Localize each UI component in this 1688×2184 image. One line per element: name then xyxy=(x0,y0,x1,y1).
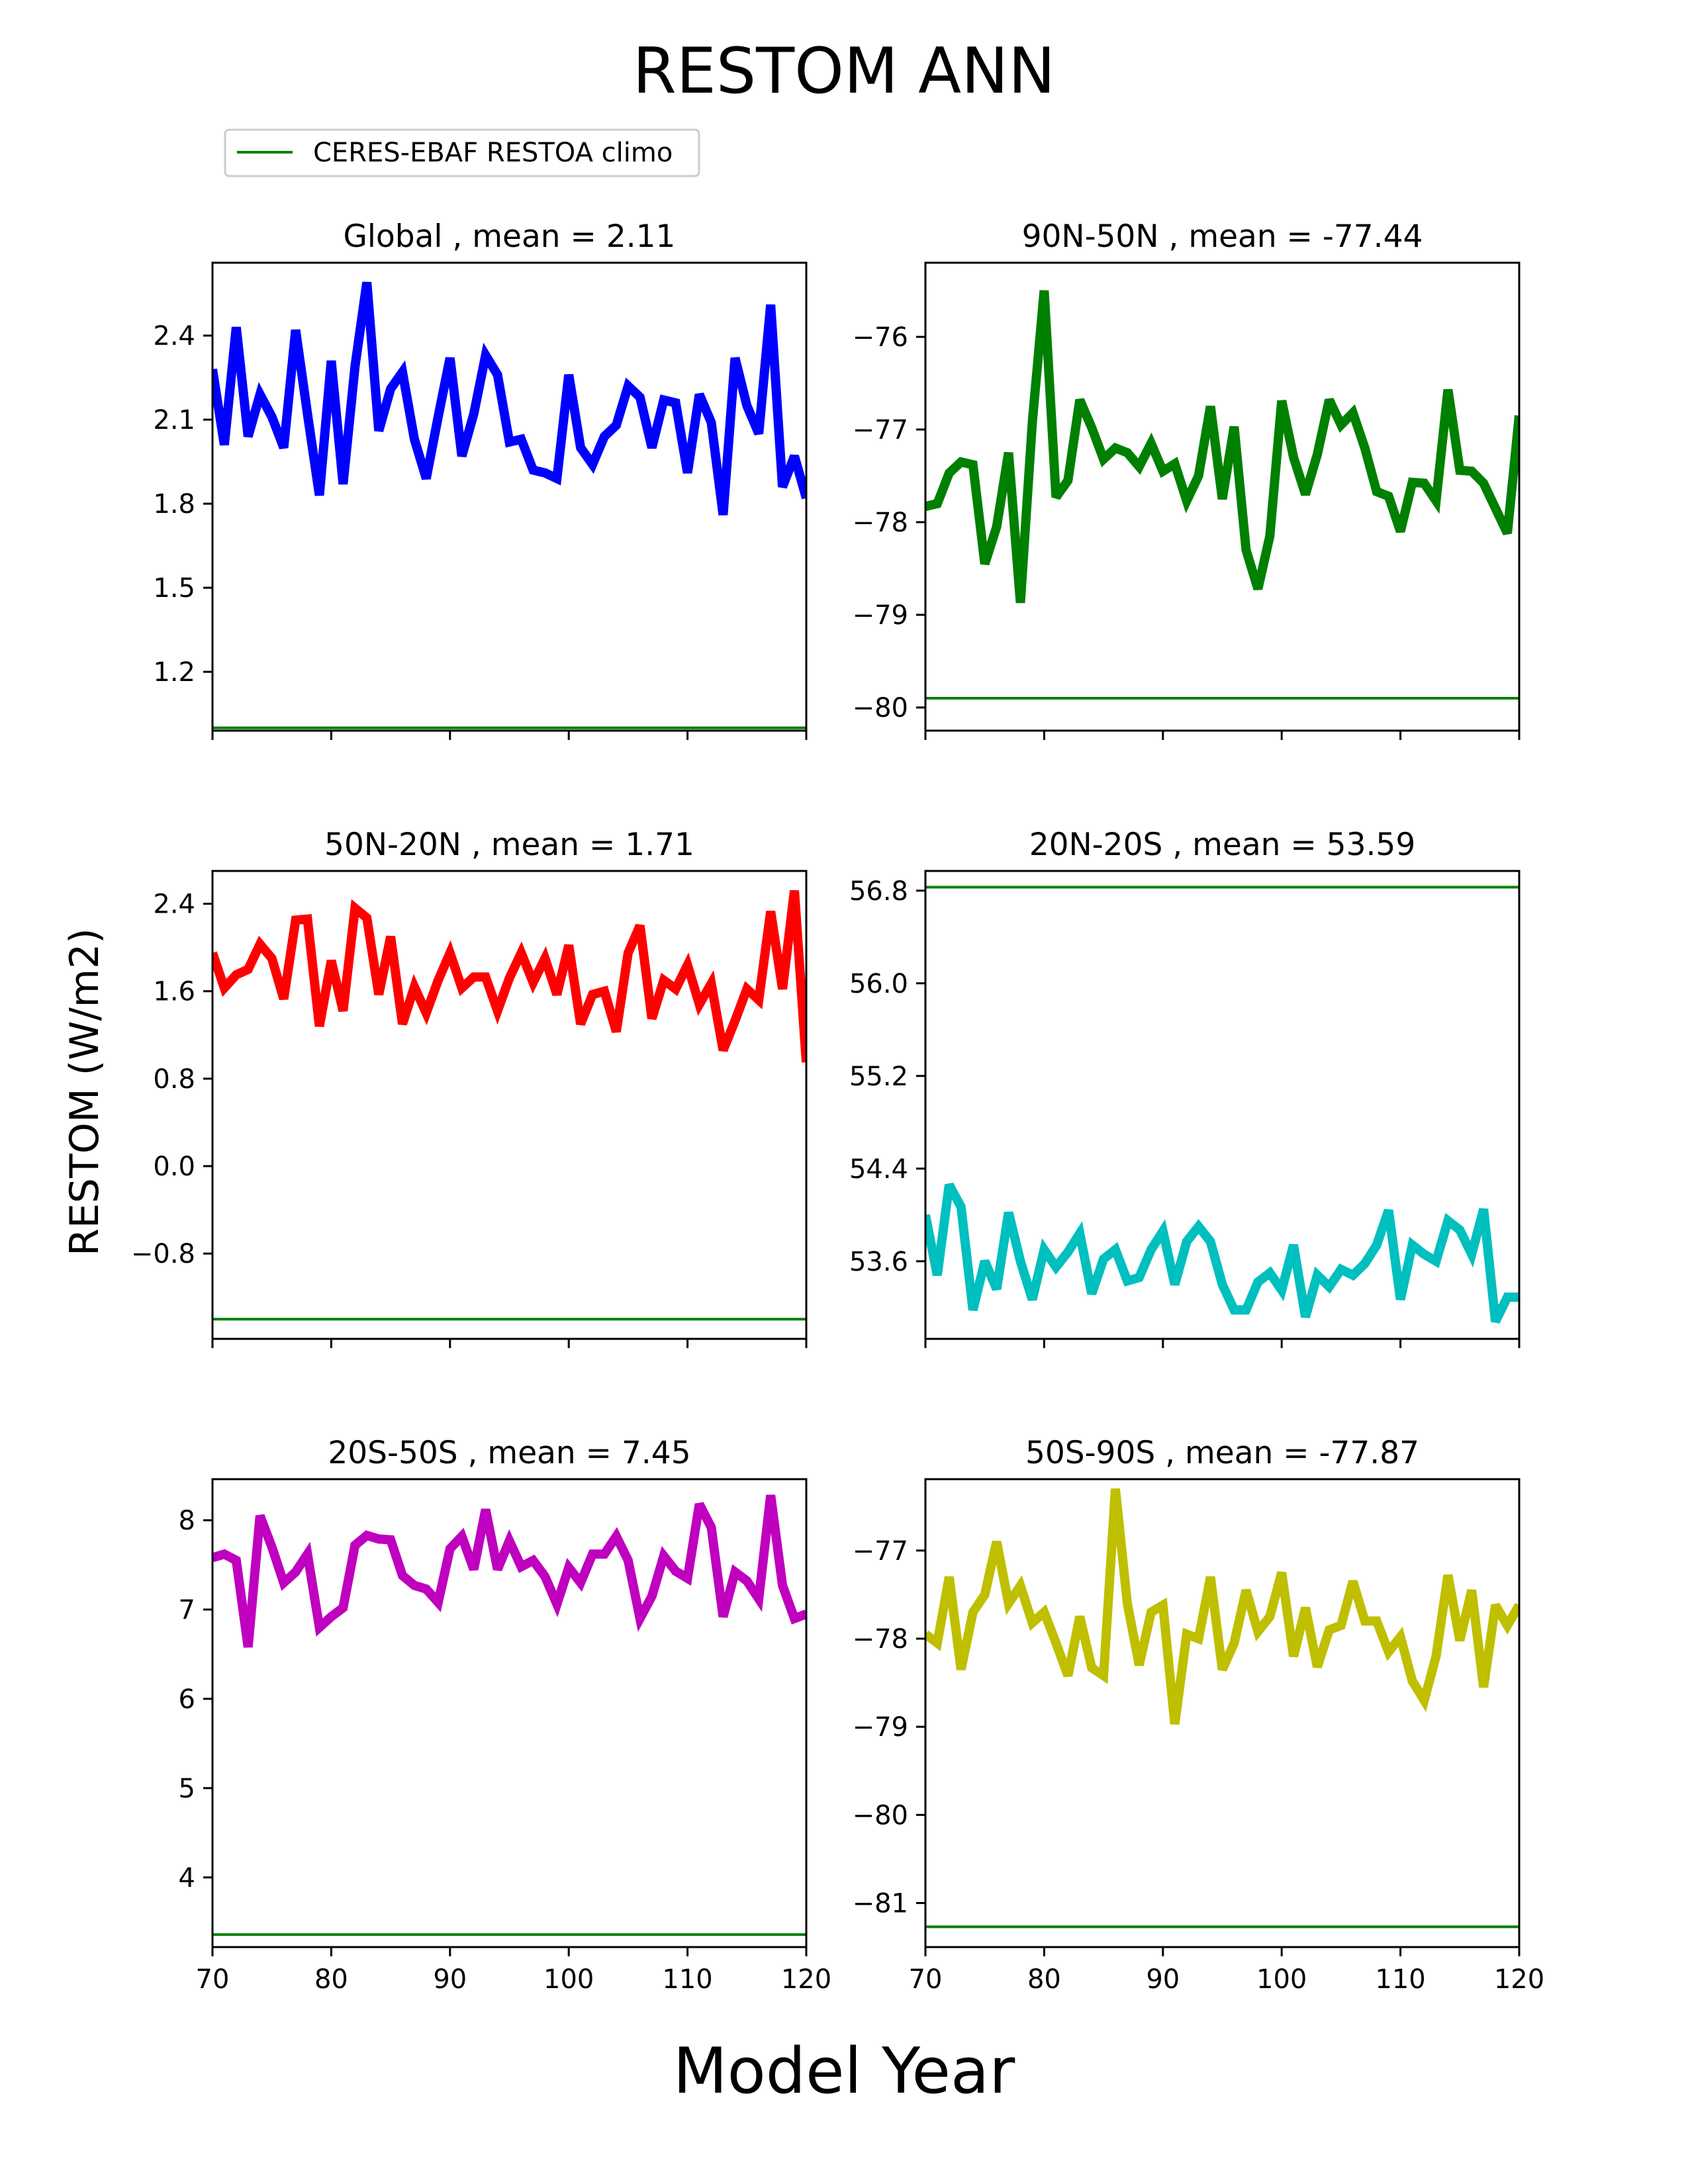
panel-2: 90N-50N , mean = -77.44 −80 −79 −78 −77 −76 xyxy=(853,218,1521,740)
y-tick-label: −77 xyxy=(853,415,908,445)
y-tick-label: −79 xyxy=(853,600,908,631)
y-tick-label: −80 xyxy=(853,693,908,723)
series-line xyxy=(212,1494,806,1648)
y-tick-label: −76 xyxy=(853,322,908,353)
panel-title: 20S-50S , mean = 7.45 xyxy=(328,1435,690,1471)
y-tick-label: −81 xyxy=(853,1888,908,1919)
plot-frame xyxy=(211,870,808,1340)
x-tick-label: 110 xyxy=(662,1964,712,1995)
y-tick-label: 6 xyxy=(179,1684,195,1715)
plot-frame xyxy=(211,1478,808,1948)
x-tick-label: 120 xyxy=(781,1964,831,1995)
panel-5: 20S-50S , mean = 7.45 4 5 6 7 8 70 80 90 100 110 12… xyxy=(179,1435,832,1995)
y-tick-label: 2.4 xyxy=(153,889,195,920)
y-tick-label: 1.5 xyxy=(153,573,195,604)
y-tick-label: 5 xyxy=(179,1774,195,1804)
plot-frame xyxy=(924,870,1521,1340)
y-tick-label: 56.8 xyxy=(849,876,908,907)
panel-title: Global , mean = 2.11 xyxy=(344,218,676,255)
y-tick-label: 54.4 xyxy=(849,1154,908,1185)
y-tick-label: 56.0 xyxy=(849,969,908,999)
series-line xyxy=(925,1182,1519,1324)
plot-frame xyxy=(211,261,808,732)
x-tick-label: 70 xyxy=(909,1964,943,1995)
y-tick-label: 2.4 xyxy=(153,321,195,351)
series-line xyxy=(212,281,806,516)
plot-frame xyxy=(924,1478,1521,1948)
plot-frame xyxy=(924,261,1521,732)
y-tick-label: −78 xyxy=(853,1624,908,1655)
x-tick-label: 80 xyxy=(314,1964,348,1995)
y-tick-label: −79 xyxy=(853,1712,908,1743)
y-tick-label: 1.2 xyxy=(153,657,195,688)
y-tick-label: 8 xyxy=(179,1506,195,1536)
panel-1: Global , mean = 2.11 1.2 1.5 1.8 2.1 2.4 xyxy=(153,218,808,740)
panel-4: 20N-20S , mean = 53.59 53.6 54.4 55.2 56.0 56… xyxy=(849,827,1521,1348)
x-tick-label: 80 xyxy=(1027,1964,1061,1995)
x-tick-label: 90 xyxy=(433,1964,467,1995)
series-line xyxy=(925,1488,1519,1725)
y-tick-label: −80 xyxy=(853,1800,908,1831)
figure-xlabel: Model Year xyxy=(673,2035,1016,2108)
legend: CERES-EBAF RESTOA climo xyxy=(224,128,700,177)
panel-title: 50N-20N , mean = 1.71 xyxy=(324,827,694,863)
y-tick-label: −78 xyxy=(853,508,908,538)
y-tick-label: 0.8 xyxy=(153,1064,195,1095)
y-tick-label: 4 xyxy=(179,1863,195,1893)
x-tick-label: 90 xyxy=(1146,1964,1180,1995)
y-tick-label: 53.6 xyxy=(849,1247,908,1277)
panel-title: 50S-90S , mean = -77.87 xyxy=(1025,1435,1419,1471)
y-tick-label: −77 xyxy=(853,1536,908,1567)
panels: Global , mean = 2.11 1.2 1.5 1.8 2.1 2.4 90N-5… xyxy=(131,218,1544,1995)
panel-title: 20N-20S , mean = 53.59 xyxy=(1029,827,1415,863)
series-line xyxy=(212,889,806,1063)
x-tick-label: 70 xyxy=(196,1964,230,1995)
figure-ylabel: RESTOM (W/m2) xyxy=(62,928,108,1255)
y-tick-label: 7 xyxy=(179,1595,195,1625)
series-line xyxy=(925,290,1519,604)
y-tick-label: 1.6 xyxy=(153,977,195,1007)
figure-title: RESTOM ANN xyxy=(633,35,1055,108)
y-tick-label: 0.0 xyxy=(153,1152,195,1182)
panel-title: 90N-50N , mean = -77.44 xyxy=(1022,218,1423,255)
panel-6: 50S-90S , mean = -77.87 −81 −80 −79 −78 −77 70… xyxy=(853,1435,1545,1995)
x-tick-label: 110 xyxy=(1375,1964,1425,1995)
legend-box xyxy=(224,128,700,177)
legend-label: CERES-EBAF RESTOA climo xyxy=(313,138,673,168)
y-tick-label: 2.1 xyxy=(153,405,195,435)
panel-3: 50N-20N , mean = 1.71 −0.8 0.0 0.8 1.6 2.4 xyxy=(131,827,808,1348)
y-tick-label: −0.8 xyxy=(131,1239,195,1269)
x-tick-label: 120 xyxy=(1494,1964,1544,1995)
x-tick-label: 100 xyxy=(543,1964,594,1995)
y-tick-label: 55.2 xyxy=(849,1062,908,1092)
y-tick-label: 1.8 xyxy=(153,489,195,520)
x-tick-label: 100 xyxy=(1256,1964,1307,1995)
